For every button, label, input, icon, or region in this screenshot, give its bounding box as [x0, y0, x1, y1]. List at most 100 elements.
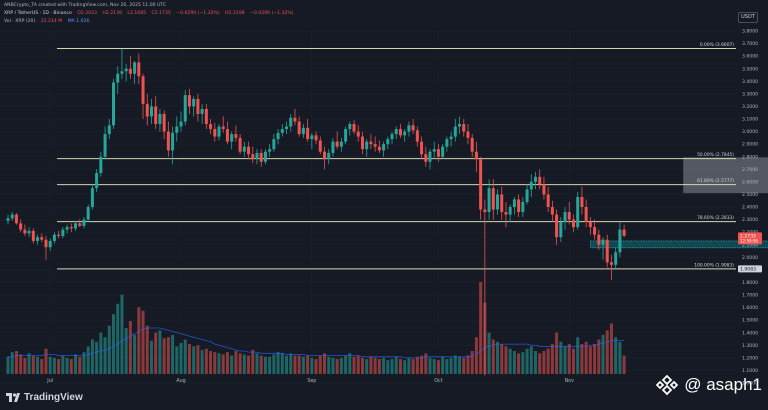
candle-body	[255, 152, 259, 160]
candle-body	[268, 149, 272, 152]
candle-body	[251, 154, 255, 160]
header-ohlc: XRP / TetherUS · 1D · Binance O2.2023 H2…	[4, 11, 298, 16]
volume-bar	[137, 307, 141, 374]
candle-body	[555, 214, 559, 238]
currency-badge[interactable]: USDT	[738, 12, 758, 23]
candle-body	[390, 134, 394, 140]
price-tick-label: 3.5000	[742, 66, 758, 72]
candle	[398, 124, 402, 138]
candle	[107, 119, 111, 140]
candle-body	[230, 134, 234, 142]
candle	[276, 129, 280, 145]
volume-bar	[112, 314, 115, 374]
price-tick-label: 1.1000	[742, 368, 758, 374]
candle-body	[204, 108, 208, 125]
volume-bar	[40, 359, 44, 374]
volume-bar	[272, 354, 276, 374]
fib-label: 100.00% (1.9083)	[694, 262, 734, 268]
candle-body	[183, 95, 187, 122]
candle-body	[10, 214, 14, 219]
candle	[217, 124, 221, 141]
volume-bar	[436, 360, 440, 374]
candle-body	[128, 68, 132, 74]
candle-body	[289, 117, 293, 127]
candle-body	[609, 262, 613, 265]
volume-bar	[458, 356, 462, 374]
price-tag-label: 1.9083	[740, 266, 756, 272]
candle-body	[331, 141, 335, 153]
ohlc-change: −0.0290 (−1.32%)	[176, 11, 220, 16]
volume-bar	[521, 352, 525, 374]
candle	[521, 196, 525, 218]
volume-bar	[14, 351, 18, 374]
candle-body	[597, 234, 601, 245]
candle-body	[525, 189, 529, 202]
candle-body	[82, 219, 86, 226]
candle-body	[217, 126, 221, 137]
candle	[166, 121, 170, 157]
volume-bar	[584, 341, 588, 374]
candle	[95, 169, 99, 192]
volume-bar	[318, 355, 322, 374]
candle-body	[19, 223, 23, 230]
price-tick-label: 1.8000	[742, 280, 758, 286]
candle-body	[301, 127, 305, 135]
candle-body	[479, 159, 483, 210]
volume-bar	[411, 359, 415, 374]
candle	[432, 141, 436, 160]
time-tick-label: Oct	[434, 378, 442, 384]
volume-bar	[424, 353, 428, 374]
candle-body	[453, 126, 457, 137]
candle-body	[622, 229, 626, 236]
candle	[428, 149, 432, 170]
candle-body	[158, 113, 162, 125]
volume-bar	[259, 355, 263, 374]
volume-bar	[466, 355, 470, 374]
volume-bar	[487, 332, 491, 374]
price-tick-label: 3.4000	[742, 79, 758, 85]
volume-bar	[74, 354, 78, 374]
price-tick-label: 1.7000	[742, 293, 758, 299]
volume-bar	[517, 353, 521, 374]
volume-bar	[120, 294, 124, 374]
volume-bar	[508, 348, 512, 374]
volume-bar	[301, 356, 305, 374]
candle	[588, 217, 592, 235]
volume-bar	[491, 339, 495, 374]
candle	[525, 184, 529, 205]
volume-bar	[407, 357, 411, 374]
price-tag-bg	[738, 232, 762, 245]
volume-bar	[289, 353, 293, 374]
candle-body	[276, 132, 280, 140]
candle	[365, 139, 369, 157]
volume-bar	[432, 359, 436, 374]
candle	[445, 136, 449, 152]
candle-body	[449, 136, 453, 140]
candle	[44, 235, 48, 260]
volume-bar	[559, 341, 563, 374]
candle	[52, 232, 56, 244]
volume-bar	[213, 352, 217, 374]
candle	[403, 129, 407, 142]
price-tick-label: 2.5000	[742, 192, 758, 198]
candle-body	[576, 196, 580, 228]
candle	[441, 144, 445, 160]
candle	[137, 53, 141, 84]
volume-bar	[192, 346, 196, 374]
candle	[272, 134, 276, 152]
volume-bar	[420, 355, 424, 374]
volume-bar	[534, 351, 537, 374]
candle	[622, 224, 626, 238]
volume-ma-series	[8, 327, 625, 359]
candle-body	[314, 135, 318, 141]
volume-bar	[479, 282, 483, 374]
volume-bar	[196, 345, 200, 374]
volume-bar	[605, 330, 609, 374]
volume-value: 22.214 M	[40, 19, 63, 24]
volume-bar	[221, 354, 225, 374]
price-tick-label: 1.2000	[742, 355, 758, 361]
volume-bar	[563, 346, 567, 374]
candle	[124, 63, 128, 82]
